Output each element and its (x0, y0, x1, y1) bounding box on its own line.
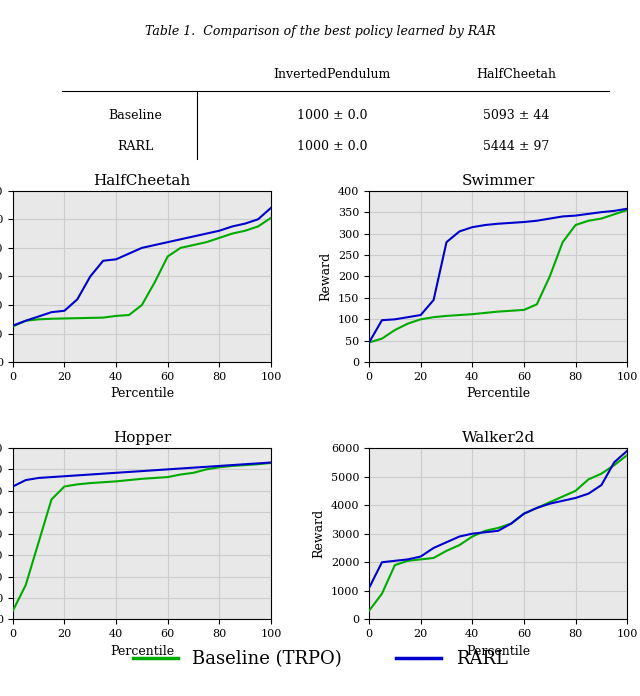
Text: 5093 ± 44: 5093 ± 44 (483, 109, 550, 122)
X-axis label: Percentile: Percentile (110, 388, 174, 400)
X-axis label: Percentile: Percentile (110, 644, 174, 658)
Y-axis label: Reward: Reward (319, 252, 332, 301)
Text: RARL: RARL (118, 140, 154, 153)
Title: HalfCheetah: HalfCheetah (93, 174, 191, 188)
Text: InvertedPendulum: InvertedPendulum (274, 68, 391, 81)
Text: Baseline: Baseline (109, 109, 163, 122)
Text: 1000 ± 0.0: 1000 ± 0.0 (297, 109, 367, 122)
Text: 5444 ± 97: 5444 ± 97 (483, 140, 550, 153)
Text: 1000 ± 0.0: 1000 ± 0.0 (297, 140, 367, 153)
Title: Walker2d: Walker2d (461, 432, 535, 445)
X-axis label: Percentile: Percentile (466, 388, 530, 400)
Legend: Baseline (TRPO), RARL: Baseline (TRPO), RARL (125, 643, 515, 675)
Title: Swimmer: Swimmer (461, 174, 535, 188)
Text: Table 1.  Comparison of the best policy learned by RAR: Table 1. Comparison of the best policy l… (145, 26, 495, 38)
Y-axis label: Reward: Reward (312, 509, 325, 558)
Text: HalfCheetah: HalfCheetah (477, 68, 557, 81)
Title: Hopper: Hopper (113, 432, 171, 445)
X-axis label: Percentile: Percentile (466, 644, 530, 658)
